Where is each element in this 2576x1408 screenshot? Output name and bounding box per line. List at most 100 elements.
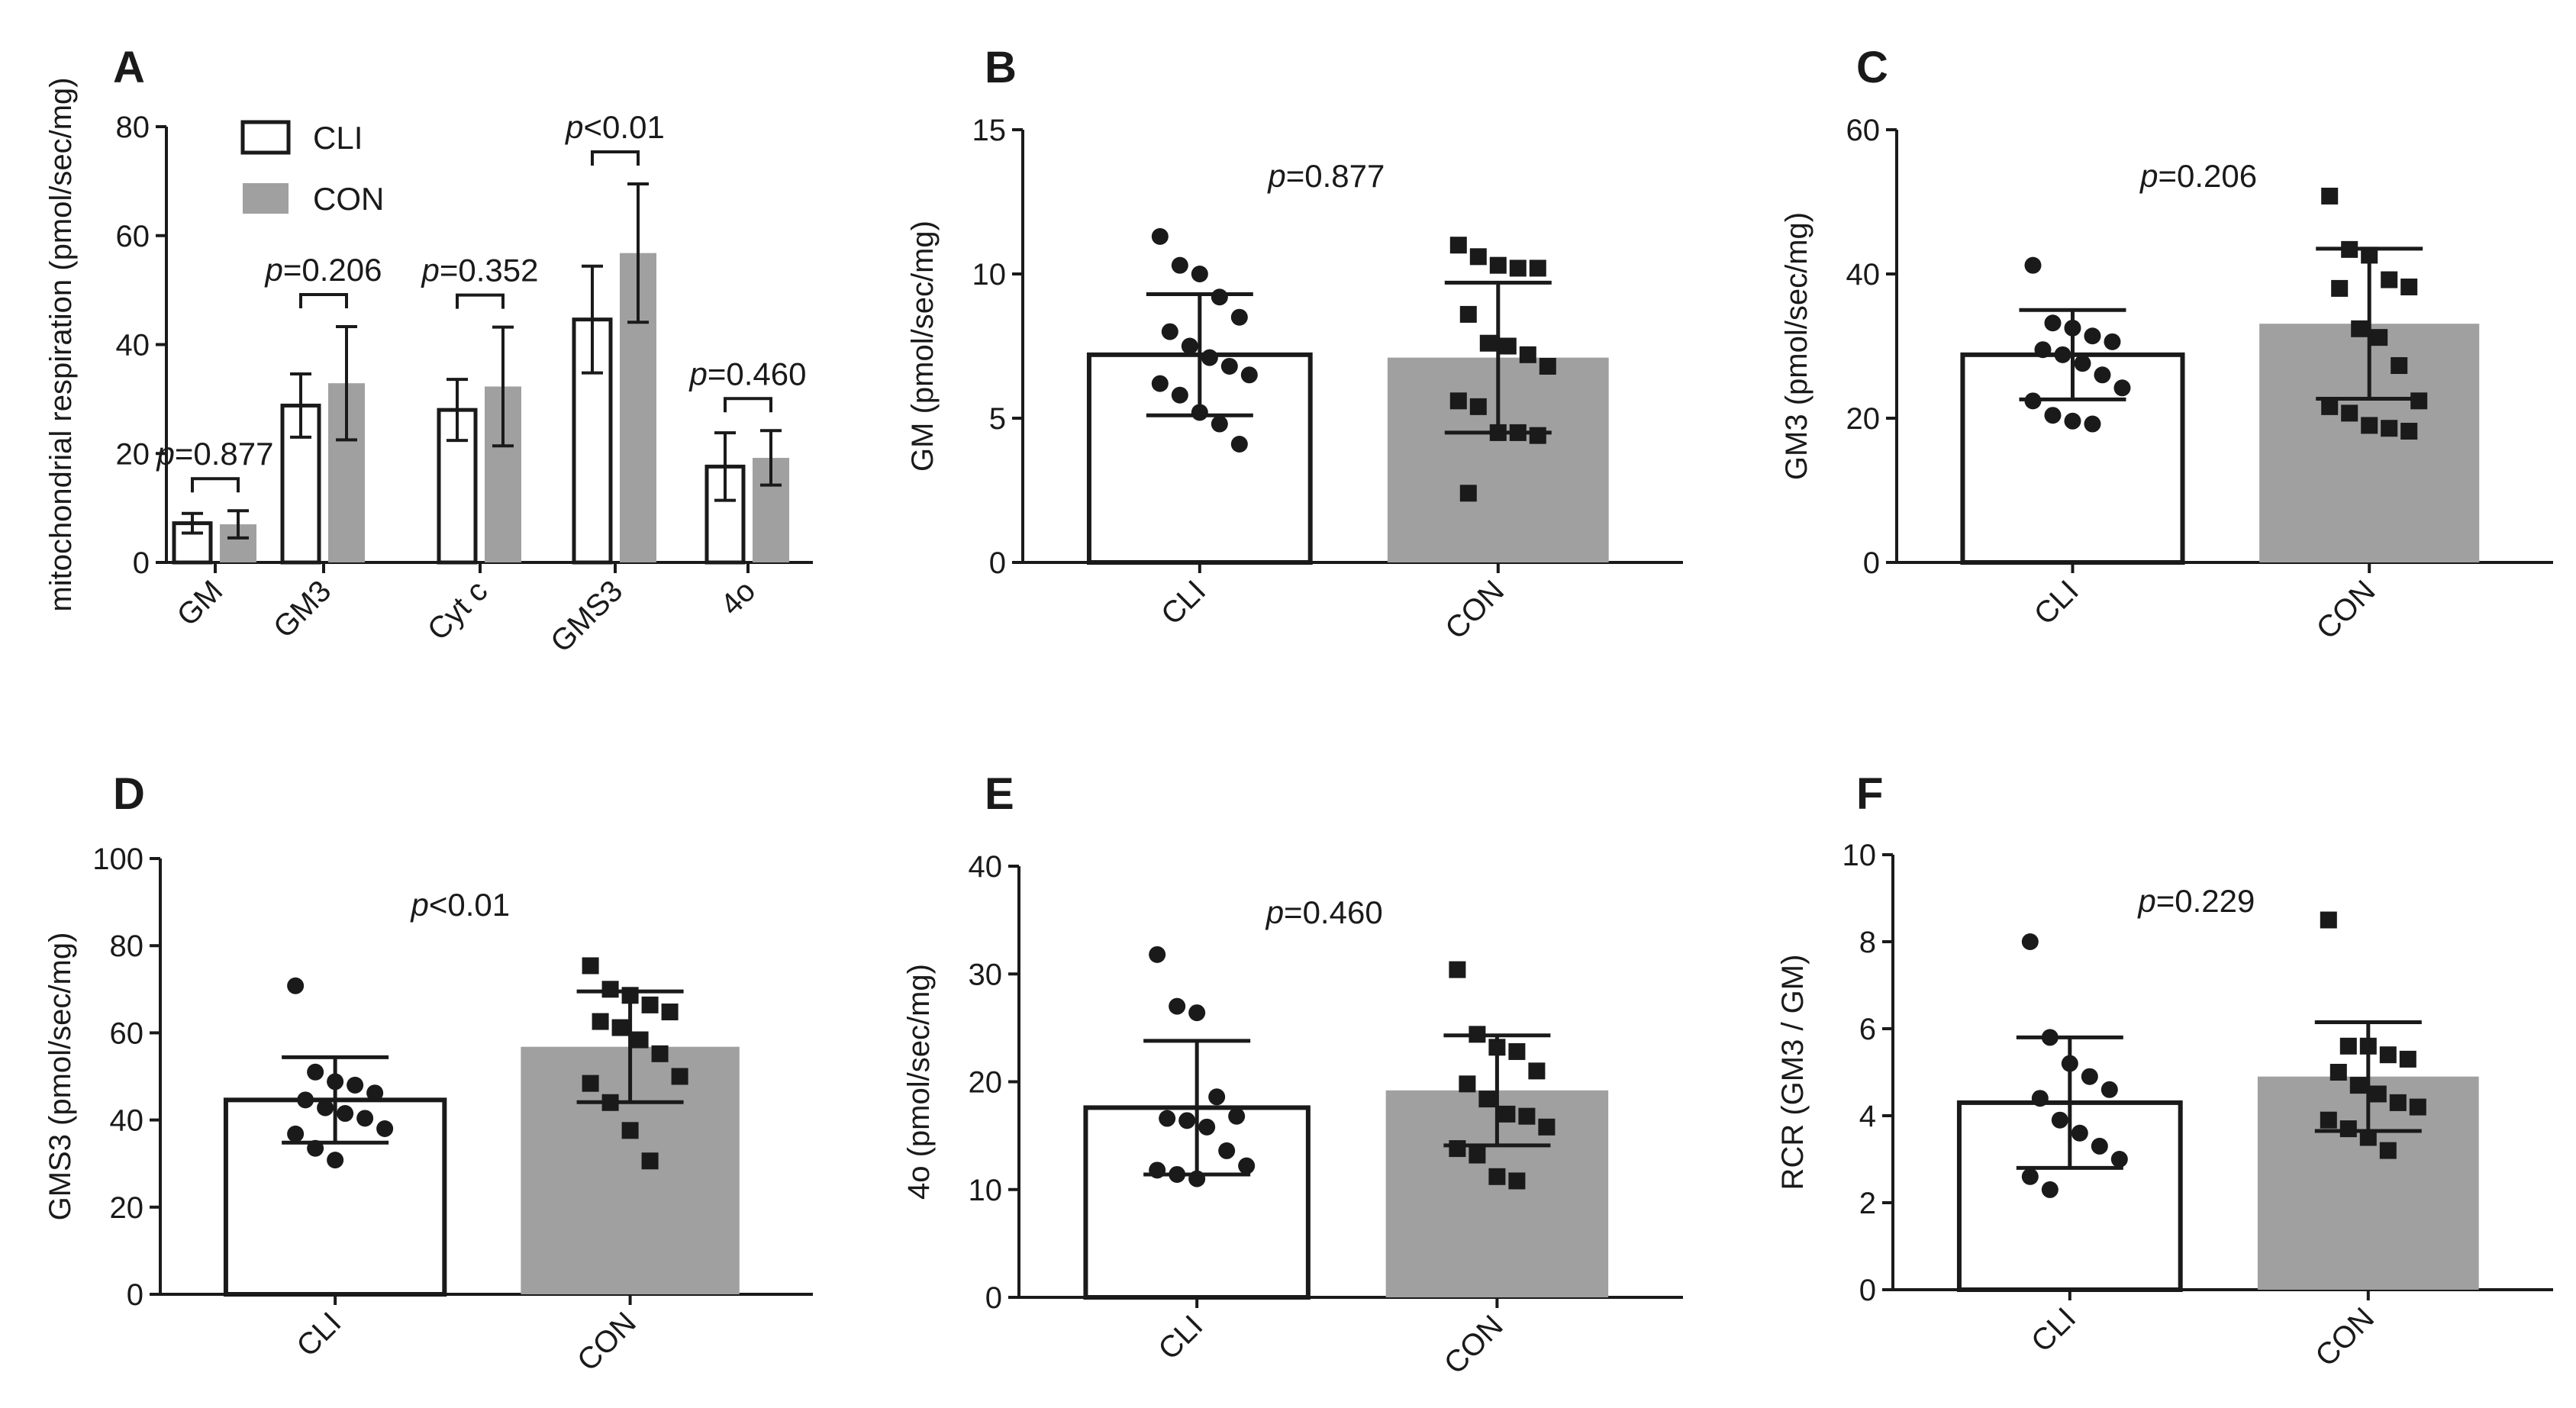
y-tick-label: 2 <box>1859 1187 1876 1220</box>
y-tick-label: 40 <box>1846 258 1881 292</box>
data-point-con <box>631 1031 649 1049</box>
data-point-con <box>1499 337 1517 355</box>
x-tick-label: CLI <box>1152 1309 1209 1366</box>
data-point-con <box>1449 1140 1466 1158</box>
panel-letter: C <box>1856 43 1888 92</box>
data-point-con <box>1519 346 1536 363</box>
panel-letter: A <box>113 43 145 92</box>
p-value-label-value: =0.877 <box>1286 158 1385 194</box>
data-point-con <box>2371 329 2388 346</box>
data-point-cli <box>2044 314 2062 332</box>
x-tick-label: GM <box>171 574 230 633</box>
chart-panel-c: C 0 20 40 60 GM3 (pmol/sec/mg) CLI CON p=0.206 <box>1780 43 2553 646</box>
legend-swatch-cli <box>240 120 291 155</box>
p-value-label-value: =0.352 <box>440 253 539 288</box>
x-tick-label: GM3 <box>267 574 337 644</box>
x-tick-label: Cyt c <box>421 574 495 647</box>
data-point-con <box>1539 357 1556 375</box>
x-tick-label: CON <box>2309 1301 2381 1373</box>
data-point-con <box>1509 259 1527 277</box>
y-tick-label: 40 <box>969 850 1003 884</box>
data-point-con <box>2349 1077 2367 1094</box>
data-point-cli <box>327 1152 344 1169</box>
y-axis-label: RCR (GM3 / GM) <box>1776 955 1810 1191</box>
data-point-con <box>2320 1111 2337 1129</box>
data-point-cli <box>2031 1090 2049 1107</box>
data-point-cli <box>287 977 305 994</box>
x-tick-label: CON <box>2310 574 2382 646</box>
data-point-cli <box>1171 386 1188 404</box>
y-tick-label: 5 <box>989 402 1006 436</box>
data-point-cli <box>2064 412 2081 430</box>
data-point-cli <box>1159 1110 1176 1127</box>
data-point-cli <box>337 1105 354 1123</box>
data-point-con <box>671 1068 688 1085</box>
data-point-cli <box>2084 415 2101 433</box>
data-point-cli <box>2104 333 2121 350</box>
p-value-label-value: =0.206 <box>2158 158 2257 194</box>
y-tick-label: 4 <box>1859 1100 1876 1133</box>
data-point-con <box>2391 357 2408 375</box>
p-value-label: p<0.01 <box>409 887 510 923</box>
p-value-label: p=0.460 <box>688 356 807 391</box>
data-point-cli <box>2034 341 2052 359</box>
data-point-con <box>611 1019 629 1036</box>
data-point-con <box>2369 1085 2387 1103</box>
y-axis-label: GM (pmol/sec/mg) <box>906 221 940 472</box>
data-point-con <box>592 1013 609 1030</box>
x-tick-label: CON <box>1438 1309 1510 1381</box>
data-point-cli <box>1220 357 1238 375</box>
data-point-cli <box>1228 1107 1246 1125</box>
y-tick-label: 60 <box>110 1017 144 1050</box>
data-point-cli <box>287 1125 305 1142</box>
data-point-con <box>2399 1050 2416 1068</box>
data-point-con <box>1469 1146 1486 1164</box>
data-point-con <box>1469 248 1487 266</box>
data-point-con <box>1529 427 1546 444</box>
comparison-bracket <box>299 292 348 308</box>
p-value-label-prefix: p <box>264 252 283 288</box>
data-point-cli <box>2074 355 2091 372</box>
data-point-con <box>1449 961 1466 978</box>
data-point-cli <box>1151 375 1169 392</box>
y-tick-label: 20 <box>1846 402 1881 436</box>
data-point-con <box>582 957 599 975</box>
data-point-cli <box>1149 946 1166 963</box>
p-value-label-prefix: p <box>688 356 708 391</box>
data-point-cli <box>1191 266 1208 282</box>
y-tick-label: 0 <box>1859 1274 1876 1307</box>
data-point-cli <box>2021 933 2039 950</box>
data-point-cli <box>1240 366 1258 384</box>
x-tick-label: CLI <box>1155 574 1212 631</box>
data-point-cli <box>376 1120 394 1138</box>
comparison-bracket <box>191 477 240 493</box>
data-point-con <box>1469 398 1487 415</box>
x-tick-label: CON <box>1439 574 1510 646</box>
data-point-cli <box>1211 288 1228 306</box>
data-point-cli <box>356 1110 374 1127</box>
data-point-cli <box>2041 1181 2059 1198</box>
panel-letter: F <box>1856 769 1883 819</box>
data-point-con <box>2389 1094 2407 1111</box>
data-point-con <box>2379 1142 2397 1159</box>
data-point-con <box>621 1122 639 1139</box>
data-point-cli <box>1161 323 1178 340</box>
data-point-cli <box>2110 1151 2128 1168</box>
data-point-cli <box>2113 379 2131 397</box>
data-point-con <box>2400 423 2418 440</box>
p-value-label-prefix: p <box>409 887 428 923</box>
data-point-cli <box>2054 346 2071 363</box>
data-point-cli <box>1151 227 1169 245</box>
data-point-con <box>651 1045 669 1062</box>
p-value-label-prefix: p <box>2139 158 2158 194</box>
x-tick-label: CLI <box>290 1306 347 1363</box>
data-point-con <box>2379 1046 2397 1064</box>
data-point-cli <box>317 1099 334 1116</box>
data-point-con <box>1479 334 1497 352</box>
p-value-label: p=0.877 <box>1266 158 1385 194</box>
data-point-con <box>2400 279 2418 296</box>
data-point-con <box>2381 420 2398 437</box>
chart-panel-f: F 0 2 4 6 8 10 RCR (GM3 / GM) CLI CON p=0.229 <box>1776 769 2553 1373</box>
p-value-label: p<0.01 <box>564 109 665 145</box>
p-value-label-value: =0.206 <box>283 252 382 288</box>
